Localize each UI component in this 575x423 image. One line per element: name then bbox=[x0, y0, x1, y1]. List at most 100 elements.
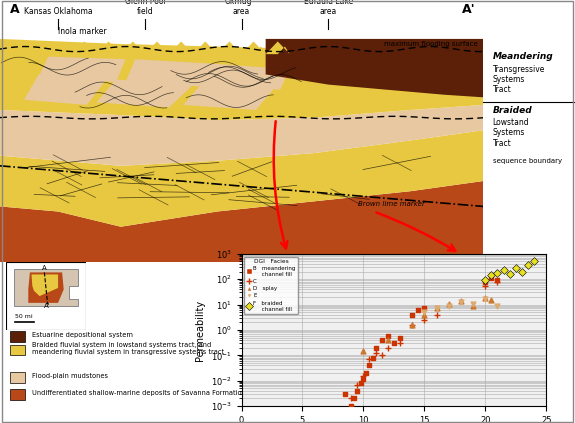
Point bbox=[408, 322, 417, 329]
Polygon shape bbox=[48, 41, 72, 54]
Polygon shape bbox=[0, 181, 483, 262]
Point bbox=[371, 344, 380, 351]
Point bbox=[349, 395, 358, 402]
Polygon shape bbox=[0, 105, 483, 166]
Polygon shape bbox=[183, 82, 275, 110]
Polygon shape bbox=[125, 59, 222, 87]
Text: Systems: Systems bbox=[493, 128, 525, 137]
Point bbox=[347, 395, 356, 402]
Bar bbox=[10, 331, 25, 342]
Text: Okmug--
area: Okmug-- area bbox=[225, 0, 258, 16]
Point bbox=[493, 302, 502, 309]
Point bbox=[408, 322, 417, 329]
Point bbox=[523, 262, 532, 269]
Point bbox=[505, 271, 514, 277]
Bar bbox=[10, 389, 25, 400]
Point bbox=[396, 340, 405, 346]
Point bbox=[383, 337, 392, 343]
Text: Undifferentiated shallow-marine deposits of Savanna Formation: Undifferentiated shallow-marine deposits… bbox=[32, 390, 246, 396]
Point bbox=[420, 305, 429, 312]
Point bbox=[420, 316, 429, 323]
Text: Glenn Pool
field: Glenn Pool field bbox=[125, 0, 165, 16]
Text: Tract: Tract bbox=[493, 85, 511, 94]
Text: Brown lime marker: Brown lime marker bbox=[358, 201, 425, 207]
Polygon shape bbox=[213, 64, 290, 90]
Polygon shape bbox=[97, 41, 121, 54]
Point bbox=[432, 311, 441, 318]
Point bbox=[457, 298, 466, 305]
Text: Lowstand: Lowstand bbox=[493, 118, 529, 127]
Point bbox=[369, 354, 378, 361]
Point bbox=[530, 258, 539, 265]
Point bbox=[383, 332, 392, 339]
Polygon shape bbox=[32, 275, 58, 296]
Point bbox=[432, 305, 441, 312]
Bar bbox=[10, 345, 25, 355]
Point bbox=[481, 296, 490, 303]
Point bbox=[383, 344, 392, 351]
Polygon shape bbox=[169, 41, 193, 54]
Polygon shape bbox=[28, 272, 64, 303]
Text: Tract: Tract bbox=[493, 138, 511, 148]
Point bbox=[469, 302, 478, 309]
Text: Systems: Systems bbox=[493, 75, 525, 84]
Polygon shape bbox=[24, 74, 106, 105]
Point bbox=[444, 302, 453, 309]
Point bbox=[389, 340, 398, 346]
Polygon shape bbox=[14, 269, 78, 306]
Polygon shape bbox=[266, 39, 483, 97]
Point bbox=[420, 309, 429, 316]
Point bbox=[457, 297, 466, 304]
Point bbox=[481, 295, 490, 302]
Polygon shape bbox=[72, 41, 97, 54]
Point bbox=[396, 334, 405, 341]
Polygon shape bbox=[97, 80, 193, 107]
Point bbox=[408, 311, 417, 318]
Polygon shape bbox=[24, 41, 48, 54]
Text: maximum flooding surface: maximum flooding surface bbox=[385, 41, 478, 47]
Polygon shape bbox=[193, 41, 217, 54]
Point bbox=[511, 265, 520, 272]
Text: Eufaula Lake
area: Eufaula Lake area bbox=[304, 0, 353, 16]
Point bbox=[432, 305, 441, 312]
Text: Transgressive: Transgressive bbox=[493, 65, 545, 74]
Text: Inola marker: Inola marker bbox=[58, 27, 106, 36]
Point bbox=[493, 269, 502, 276]
Point bbox=[481, 283, 490, 289]
Point bbox=[352, 381, 362, 388]
Point bbox=[340, 390, 350, 397]
Point bbox=[356, 380, 366, 387]
Point bbox=[365, 356, 374, 363]
Point bbox=[359, 373, 368, 379]
Point bbox=[444, 300, 453, 307]
Polygon shape bbox=[145, 41, 169, 54]
Text: sequence boundary: sequence boundary bbox=[493, 158, 562, 164]
Text: Estuarine depositional system: Estuarine depositional system bbox=[32, 332, 133, 338]
Point bbox=[361, 370, 370, 376]
Polygon shape bbox=[0, 130, 483, 227]
Point bbox=[469, 300, 478, 307]
Polygon shape bbox=[266, 41, 290, 54]
Point bbox=[499, 266, 508, 273]
Legend: B   meandering
     channel fill, C, D   splay, E, F   braided
     channel fill: B meandering channel fill, C, D splay, E… bbox=[244, 257, 298, 314]
Text: Braided: Braided bbox=[493, 105, 532, 115]
Point bbox=[359, 375, 368, 382]
Text: Meandering: Meandering bbox=[493, 52, 553, 61]
Polygon shape bbox=[217, 41, 241, 54]
Text: Flood-plain mudstones: Flood-plain mudstones bbox=[32, 373, 108, 379]
Point bbox=[481, 277, 490, 284]
Point bbox=[420, 311, 429, 318]
Point bbox=[493, 278, 502, 285]
Text: 50 mi: 50 mi bbox=[16, 314, 33, 319]
Polygon shape bbox=[39, 57, 125, 82]
Point bbox=[377, 337, 386, 343]
Point bbox=[359, 347, 368, 354]
Point bbox=[487, 272, 496, 279]
Y-axis label: Permeability: Permeability bbox=[196, 299, 205, 360]
Point bbox=[487, 275, 496, 282]
Point bbox=[371, 350, 380, 357]
Text: A': A' bbox=[462, 3, 476, 16]
Text: A': A' bbox=[44, 302, 51, 309]
Text: A: A bbox=[42, 265, 47, 272]
Polygon shape bbox=[242, 41, 266, 54]
